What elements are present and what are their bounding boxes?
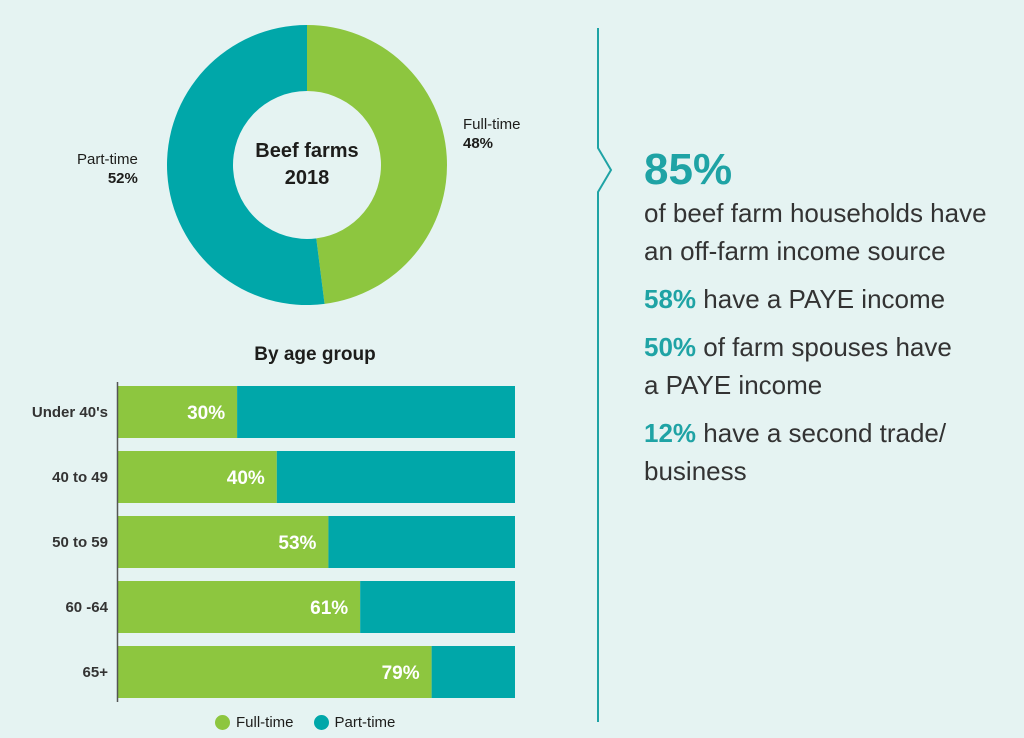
legend-item-full-time: Full-time [215,714,294,731]
bar-legend: Full-time Part-time [215,714,415,731]
bar-value-label-3: 61% [310,598,348,619]
bar-category-label-1: 40 to 49 [52,469,108,486]
slice-name-part-time: Part-time [77,151,138,168]
stat-text-1: have a PAYE income [696,284,946,314]
bar-category-label-0: Under 40's [32,404,108,421]
stat-item-3: 12% have a second trade/ [644,414,1016,452]
legend-label-full-time: Full-time [236,714,294,731]
stat-text-2b: a PAYE income [644,370,823,400]
slice-pct-full-time: 48% [463,135,494,152]
donut-slice-part-time [167,25,325,305]
donut-slice-full-time [307,25,448,304]
bar-category-label-3: 60 -64 [65,599,108,616]
bar-value-label-0: 30% [187,403,225,424]
slice-name-full-time: Full-time [463,116,521,133]
stat-value-3: 12% [644,418,697,448]
bar-part-time-3 [360,581,515,633]
bar-full-time-4 [118,646,432,698]
legend-label-part-time: Part-time [334,714,396,731]
bar-part-time-4 [431,646,515,698]
bar-part-time-2 [328,516,515,568]
bar-full-time-1 [118,451,277,503]
bar-part-time-0 [237,386,515,438]
bar-chart-title: By age group [254,344,376,365]
donut-title-line2: 2018 [284,167,330,189]
stat-item-1: 58% have a PAYE income [644,280,1016,318]
headline-line1: of beef farm households have [644,198,987,228]
divider-chevron-line [597,28,613,722]
bar-full-time-0 [118,386,238,438]
donut-title-line1: Beef farms [255,140,359,162]
bar-value-label-1: 40% [227,468,265,489]
stat-item-2: 50% of farm spouses have [644,328,1016,366]
stat-value-1: 58% [644,284,697,314]
bar-category-label-2: 50 to 59 [52,534,108,551]
bar-part-time-1 [276,451,515,503]
bar-value-label-2: 53% [278,533,316,554]
bar-category-label-4: 65+ [83,664,109,681]
stat-value-2: 50% [644,332,697,362]
legend-dot-full-time [215,715,230,730]
headline-line2: an off-farm income source [644,236,946,266]
bar-full-time-3 [118,581,361,633]
slice-label-full-time: Full-time 48% [463,115,521,153]
donut-center-title: Beef farms 2018 [207,138,407,192]
stat-text-3b: business [644,456,747,486]
stat-text-2: of farm spouses have [696,332,952,362]
headline-value: 85% [644,145,733,194]
stat-text-3: have a second trade/ [696,418,947,448]
slice-label-part-time: Part-time 52% [77,150,138,188]
legend-item-part-time: Part-time [313,714,396,731]
bar-full-time-2 [118,516,329,568]
slice-pct-part-time: 52% [107,170,138,187]
bar-value-label-4: 79% [382,663,420,684]
legend-dot-part-time [313,715,329,730]
stats-panel: 85% of beef farm households have an off-… [644,146,1016,490]
